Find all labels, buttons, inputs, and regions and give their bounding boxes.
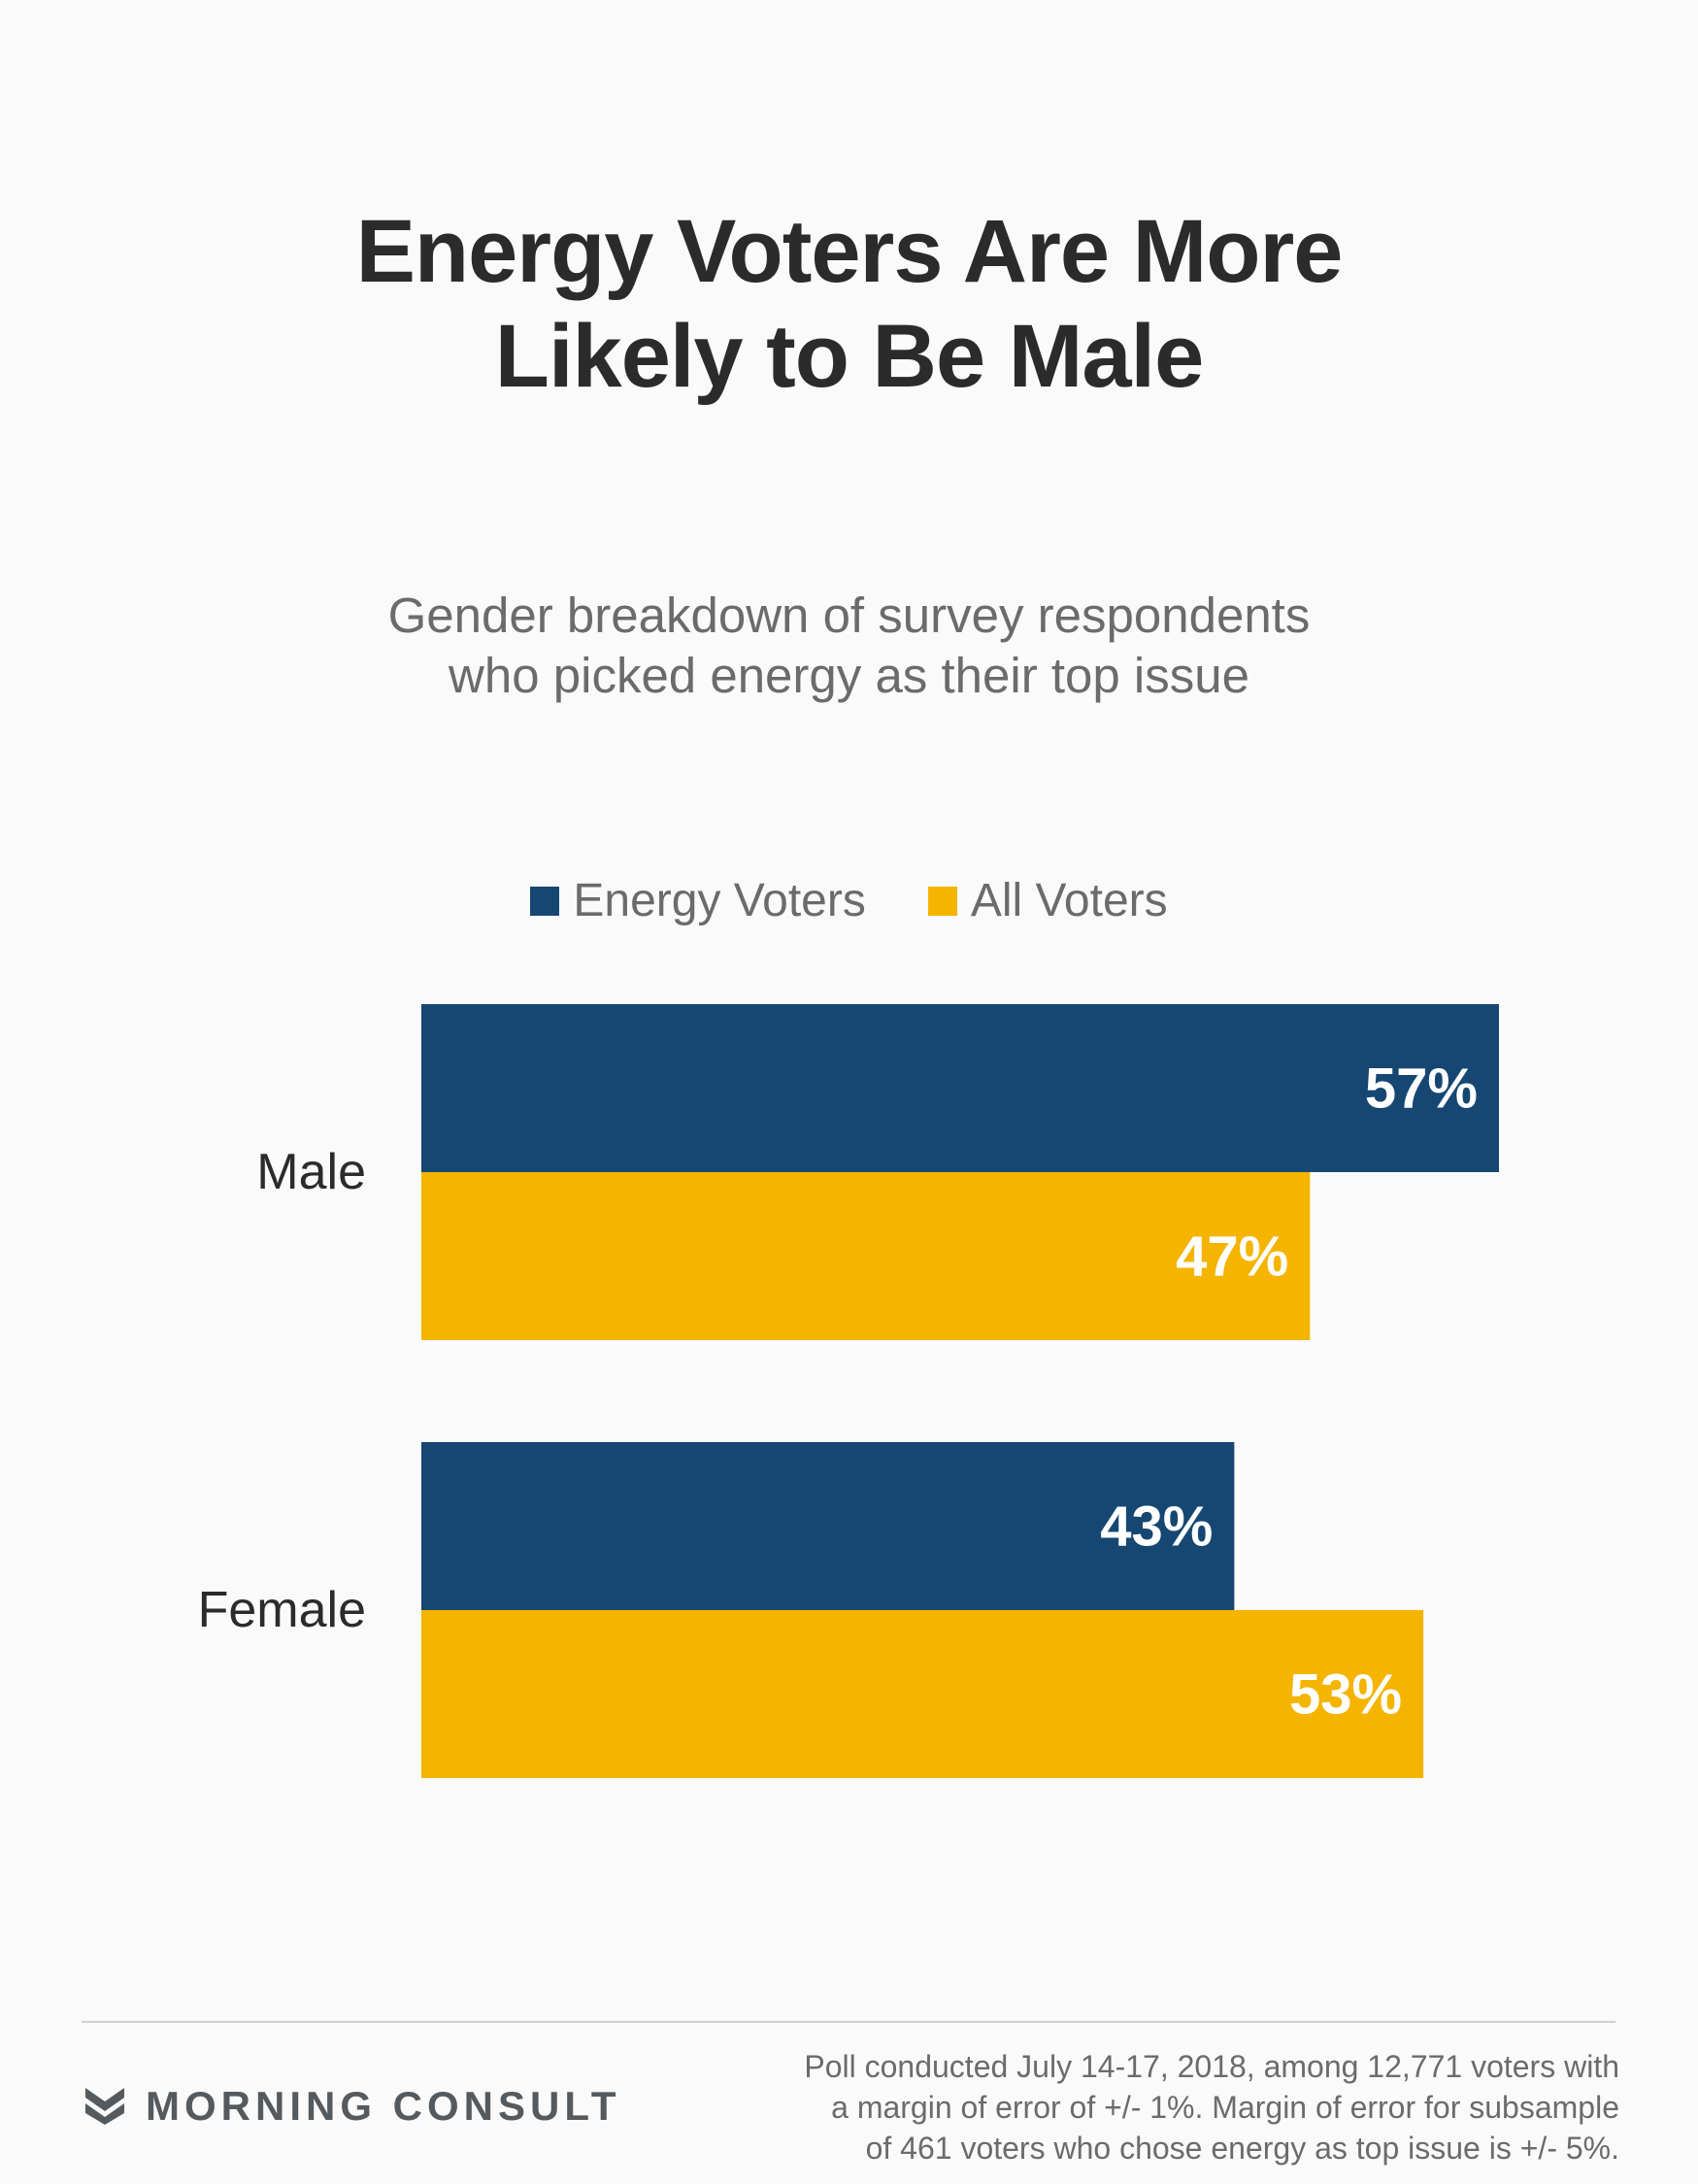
chart-subtitle-line-2: who picked energy as their top issue <box>449 648 1249 703</box>
legend-label-all-voters: All Voters <box>970 875 1168 926</box>
chart-title: Energy Voters Are More Likely to Be Male <box>0 199 1698 409</box>
brand-name: MORNING CONSULT <box>146 2083 621 2129</box>
chart-legend: Energy Voters All Voters <box>0 874 1698 927</box>
morning-consult-chevron-icon <box>85 2088 124 2125</box>
bar-all-voters-male <box>421 1172 1311 1340</box>
legend-item-energy-voters: Energy Voters <box>530 874 866 927</box>
data-label-energy-voters-male: 57% <box>1365 1058 1478 1121</box>
methodology-note: Poll conducted July 14-17, 2018, among 1… <box>668 2046 1619 2168</box>
data-label-all-voters-female: 53% <box>1289 1663 1402 1727</box>
methodology-note-line-1: Poll conducted July 14-17, 2018, among 1… <box>804 2049 1619 2084</box>
chart-title-line-2: Likely to Be Male <box>494 307 1204 406</box>
legend-item-all-voters: All Voters <box>927 874 1168 927</box>
footer-divider <box>82 2021 1615 2023</box>
methodology-note-line-3: of 461 voters who chose energy as top is… <box>865 2131 1619 2166</box>
chart-subtitle-line-1: Gender breakdown of survey respondents <box>387 588 1311 643</box>
legend-label-energy-voters: Energy Voters <box>573 875 866 926</box>
bar-chart: Male 57% 47% Female 43% 53% <box>198 1004 1499 1778</box>
methodology-note-line-2: a margin of error of +/- 1%. Margin of e… <box>831 2090 1619 2125</box>
legend-swatch-all-voters <box>927 886 957 916</box>
data-label-all-voters-male: 47% <box>1176 1226 1288 1289</box>
category-label-male: Male <box>256 1144 366 1200</box>
chart-title-line-1: Energy Voters Are More <box>355 202 1344 301</box>
brand-logo: MORNING CONSULT <box>85 2083 621 2130</box>
legend-swatch-energy-voters <box>530 886 560 916</box>
data-label-energy-voters-female: 43% <box>1100 1495 1213 1559</box>
category-label-female: Female <box>198 1582 366 1638</box>
bar-energy-voters-male <box>421 1004 1499 1172</box>
bar-all-voters-female <box>421 1610 1424 1778</box>
bar-energy-voters-female <box>421 1442 1235 1610</box>
chart-subtitle: Gender breakdown of survey respondents w… <box>0 586 1698 706</box>
